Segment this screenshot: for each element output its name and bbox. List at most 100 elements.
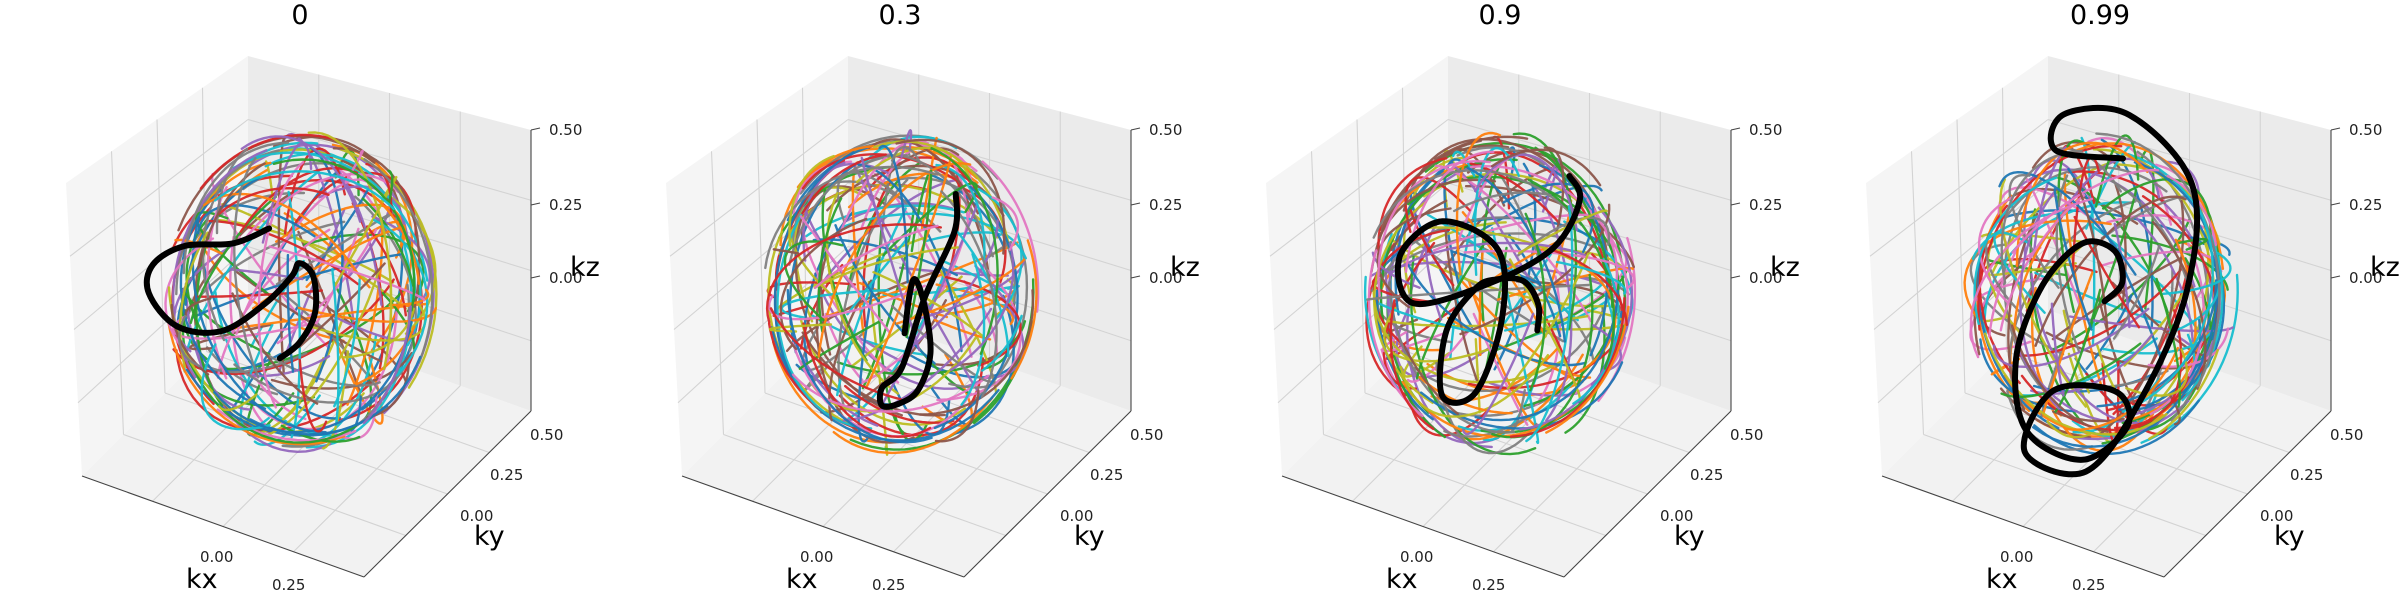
- background-trajectory: [934, 389, 980, 443]
- background-trajectory: [232, 151, 429, 282]
- background-trajectory: [2140, 273, 2239, 444]
- background-trajectory: [794, 186, 864, 323]
- background-trajectory: [1977, 196, 2014, 304]
- background-trajectory: [930, 147, 999, 355]
- background-trajectory: [272, 158, 416, 312]
- background-trajectory: [332, 394, 378, 441]
- grid-line: [893, 385, 1061, 553]
- background-trajectory: [1963, 219, 2112, 318]
- y-tick-label: 0.00: [2260, 507, 2293, 525]
- background-trajectory: [859, 337, 933, 376]
- background-trajectory: [233, 156, 260, 379]
- background-trajectory: [231, 292, 319, 405]
- x-axis-label: kx: [1986, 564, 2018, 595]
- z-tick-label: 0.25: [1149, 196, 1182, 214]
- background-trajectory: [1999, 387, 2092, 439]
- background-trajectory: [773, 151, 855, 378]
- z-tick: [2330, 275, 2341, 279]
- background-trajectory: [991, 196, 1020, 251]
- background-trajectory: [1541, 158, 1561, 213]
- background-trajectory: [1518, 209, 1608, 255]
- background-trajectory: [206, 346, 279, 396]
- background-trajectory: [788, 154, 835, 247]
- background-trajectory: [2055, 174, 2080, 352]
- background-trajectory: [2112, 244, 2161, 340]
- background-trajectory: [286, 176, 348, 236]
- background-trajectory: [836, 207, 907, 397]
- z-tick-label: 0.00: [549, 269, 582, 287]
- background-trajectory: [1512, 132, 1578, 330]
- grid-line: [2006, 350, 2290, 454]
- highlighted-trajectory: [1394, 173, 1584, 406]
- background-trajectory: [2046, 420, 2092, 439]
- x-tick-label: 0.25: [272, 576, 305, 594]
- axis-line: [1281, 475, 1565, 578]
- grid-line: [847, 245, 1132, 342]
- y-tick-label: 0.50: [530, 426, 563, 444]
- background-trajectory: [798, 319, 883, 370]
- background-trajectory: [1999, 194, 2086, 332]
- background-trajectory: [203, 192, 362, 280]
- background-trajectory: [910, 171, 930, 253]
- background-trajectory: [786, 288, 933, 444]
- grid-line: [247, 182, 532, 272]
- background-trajectory: [899, 266, 1009, 277]
- background-trajectory: [1506, 252, 1590, 390]
- background-trajectory: [1432, 213, 1590, 252]
- background-trajectory: [1453, 191, 1552, 213]
- grid-line: [293, 385, 461, 553]
- background-trajectory: [1367, 249, 1424, 418]
- y-tick-label: 0.00: [1660, 507, 1693, 525]
- y-axis-label: ky: [474, 521, 505, 552]
- background-trajectory: [783, 240, 844, 322]
- background-trajectory: [2082, 189, 2138, 345]
- highlighted-trajectory: [876, 191, 961, 410]
- z-tick-label: 0.00: [1149, 269, 1182, 287]
- background-trajectory: [188, 358, 357, 444]
- background-trajectory: [1463, 249, 1635, 289]
- background-trajectory: [844, 384, 955, 424]
- background-trajectory: [1572, 257, 1620, 405]
- background-trajectory: [240, 135, 362, 223]
- background-trajectory: [1379, 158, 1518, 324]
- background-trajectory: [1377, 157, 1448, 255]
- background-trajectory: [179, 188, 267, 410]
- background-trajectory: [1555, 260, 1627, 295]
- background-trajectory: [263, 351, 381, 387]
- z-tick-label: 0.25: [2349, 196, 2382, 214]
- background-trajectory: [2057, 139, 2085, 313]
- background-trajectory: [221, 203, 407, 310]
- background-trajectory: [836, 320, 1027, 376]
- background-trajectory: [981, 314, 1023, 372]
- background-trajectory: [376, 188, 437, 335]
- z-axis-label: kz: [570, 252, 600, 283]
- background-trajectory: [196, 204, 316, 238]
- x-tick-label: 0.25: [2072, 576, 2105, 594]
- background-trajectory: [1509, 296, 1626, 438]
- background-trajectory: [1451, 250, 1542, 285]
- background-trajectory: [298, 262, 386, 349]
- background-trajectories: [1363, 131, 1637, 456]
- background-trajectory: [1383, 306, 1489, 363]
- background-trajectory: [2030, 272, 2141, 425]
- background-trajectory: [1545, 305, 1630, 434]
- background-trajectory: [167, 321, 346, 446]
- background-trajectory: [199, 133, 338, 190]
- background-trajectory: [776, 198, 873, 430]
- axis-line: [81, 475, 365, 578]
- background-trajectory: [202, 265, 341, 420]
- background-trajectory: [788, 154, 909, 266]
- background-trajectory: [1399, 354, 1550, 418]
- background-trajectory: [1404, 176, 1471, 233]
- background-trajectory: [1373, 201, 1434, 404]
- background-trajectory: [868, 156, 977, 191]
- background-trajectory: [767, 284, 926, 321]
- axis-line: [2163, 410, 2332, 578]
- background-trajectory: [953, 226, 1010, 358]
- background-trajectory: [1474, 153, 1578, 232]
- background-trajectory: [799, 215, 891, 334]
- background-trajectory: [772, 248, 800, 255]
- background-trajectory: [920, 136, 938, 231]
- z-tick: [1130, 127, 1141, 131]
- x-tick-label: 0.25: [1472, 576, 1505, 594]
